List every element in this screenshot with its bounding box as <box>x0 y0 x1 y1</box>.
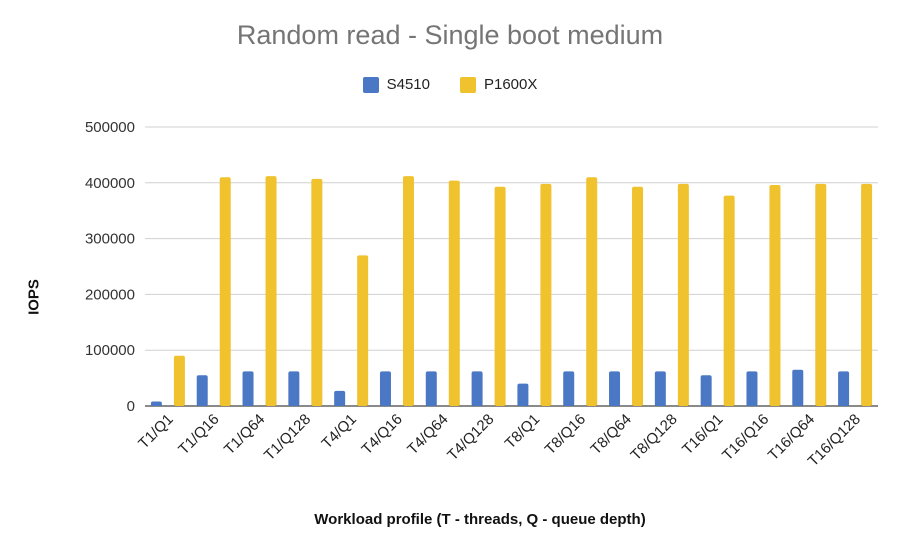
legend-swatch-p1600x <box>459 76 476 93</box>
bar-s4510-t8-q64 <box>609 371 621 406</box>
bar-p1600x-t8-q64 <box>632 186 644 406</box>
bar-s4510-t4-q128 <box>471 371 483 406</box>
bar-s4510-t16-q64 <box>792 369 804 406</box>
bar-p1600x-t1-q16 <box>219 177 231 406</box>
y-tick-label: 200000 <box>85 286 135 303</box>
x-tick-label: T1/Q16 <box>175 411 222 458</box>
bar-s4510-t1-q128 <box>288 371 300 406</box>
x-tick-label: T8/Q128 <box>627 411 680 464</box>
legend-label-p1600x: P1600X <box>483 76 538 93</box>
y-tick-label: 100000 <box>85 342 135 359</box>
bar-s4510-t16-q1 <box>700 375 712 406</box>
bar-s4510-t1-q16 <box>196 375 208 406</box>
bar-p1600x-t4-q16 <box>402 176 414 406</box>
y-tick-label: 300000 <box>85 231 135 248</box>
bar-s4510-t4-q1 <box>334 390 346 406</box>
bar-s4510-t8-q1 <box>517 383 529 406</box>
x-axis-title: Workload profile (T - threads, Q - queue… <box>314 511 646 528</box>
bar-p1600x-t16-q1 <box>723 195 735 406</box>
bar-s4510-t4-q64 <box>425 371 437 406</box>
chart-title: Random read - Single boot medium <box>236 20 664 50</box>
legend-item-s4510[interactable]: S4510 <box>362 76 430 93</box>
x-tick-label: T1/Q128 <box>261 411 314 464</box>
x-tick-label: T8/Q1 <box>502 411 543 452</box>
bar-p1600x-t1-q1 <box>173 355 185 406</box>
x-tick-label: T4/Q128 <box>444 411 497 464</box>
bar-s4510-t8-q128 <box>654 371 666 406</box>
legend-item-p1600x[interactable]: P1600X <box>459 76 538 93</box>
x-tick-label: T4/Q16 <box>358 411 405 458</box>
bar-s4510-t16-q128 <box>838 371 850 406</box>
x-tick-label: T4/Q1 <box>318 411 359 452</box>
bar-p1600x-t1-q128 <box>311 178 323 406</box>
bar-s4510-t1-q64 <box>242 371 254 406</box>
legend-label-s4510: S4510 <box>386 76 430 93</box>
bar-p1600x-t4-q1 <box>357 255 369 406</box>
bar-p1600x-t8-q128 <box>677 183 689 406</box>
y-tick-label: 400000 <box>85 175 135 192</box>
x-tick-label: T1/Q1 <box>135 411 176 452</box>
bar-p1600x-t8-q16 <box>586 177 598 406</box>
bar-p1600x-t16-q64 <box>815 183 827 406</box>
legend-swatch-s4510 <box>362 76 379 93</box>
bar-s4510-t16-q16 <box>746 371 758 406</box>
bar-s4510-t4-q16 <box>379 371 391 406</box>
bar-p1600x-t4-q128 <box>494 186 506 406</box>
chart-legend: S4510 P1600X <box>0 76 900 93</box>
x-tick-label: T16/Q16 <box>719 411 772 464</box>
x-tick-label: T8/Q16 <box>542 411 589 458</box>
bar-p1600x-t16-q16 <box>769 185 781 406</box>
y-tick-label: 500000 <box>85 119 135 136</box>
bar-p1600x-t4-q64 <box>448 180 460 406</box>
bar-p1600x-t8-q1 <box>540 183 552 406</box>
bar-p1600x-t16-q128 <box>861 183 873 406</box>
bar-s4510-t1-q1 <box>150 401 162 406</box>
bar-p1600x-t1-q64 <box>265 176 277 406</box>
bar-s4510-t8-q16 <box>563 371 575 406</box>
y-tick-label: 0 <box>127 398 135 415</box>
